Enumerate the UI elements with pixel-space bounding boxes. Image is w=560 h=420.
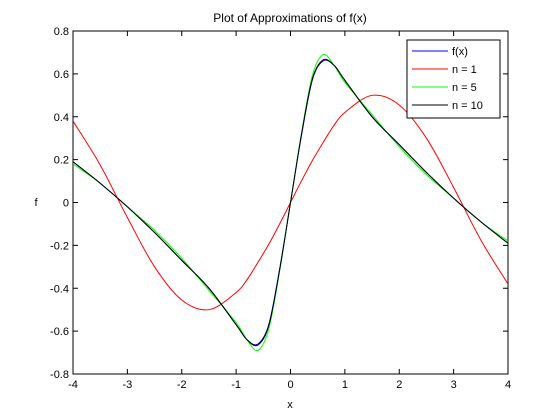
series-line-n-10 xyxy=(73,58,508,347)
x-tick-label: -4 xyxy=(68,379,78,391)
x-axis-label: x xyxy=(287,399,293,411)
x-tick-label: -3 xyxy=(122,379,132,391)
y-axis-label: f xyxy=(34,197,38,209)
legend-label-f-x: f(x) xyxy=(452,46,468,58)
y-axis-ticks: -0.8 -0.6 -0.4 -0.2 0 0.2 0.4 0.6 0.8 xyxy=(50,26,508,381)
x-tick-label: 2 xyxy=(396,379,402,391)
y-tick-label: 0.8 xyxy=(54,26,69,38)
y-tick-label: -0.4 xyxy=(50,283,69,295)
y-tick-label: -0.8 xyxy=(50,369,69,381)
legend-label-n-5: n = 5 xyxy=(452,82,477,94)
x-axis-ticks: -4 -3 -2 -1 0 1 2 3 4 xyxy=(68,31,511,391)
x-tick-label: 1 xyxy=(342,379,348,391)
x-tick-label: 4 xyxy=(505,379,511,391)
y-tick-label: 0.2 xyxy=(54,155,69,167)
x-tick-label: 0 xyxy=(287,379,293,391)
x-tick-label: 3 xyxy=(451,379,457,391)
x-tick-label: -1 xyxy=(231,379,241,391)
y-tick-label: -0.2 xyxy=(50,240,69,252)
y-tick-label: -0.6 xyxy=(50,326,69,338)
y-tick-label: 0.4 xyxy=(54,112,69,124)
chart-title: Plot of Approximations of f(x) xyxy=(213,11,366,25)
legend-label-n-1: n = 1 xyxy=(452,64,477,76)
legend-label-n-10: n = 10 xyxy=(452,100,483,112)
legend: f(x) n = 1 n = 5 n = 10 xyxy=(406,39,501,119)
x-tick-label: -2 xyxy=(177,379,187,391)
y-tick-label: 0 xyxy=(63,198,69,210)
y-tick-label: 0.6 xyxy=(54,69,69,81)
